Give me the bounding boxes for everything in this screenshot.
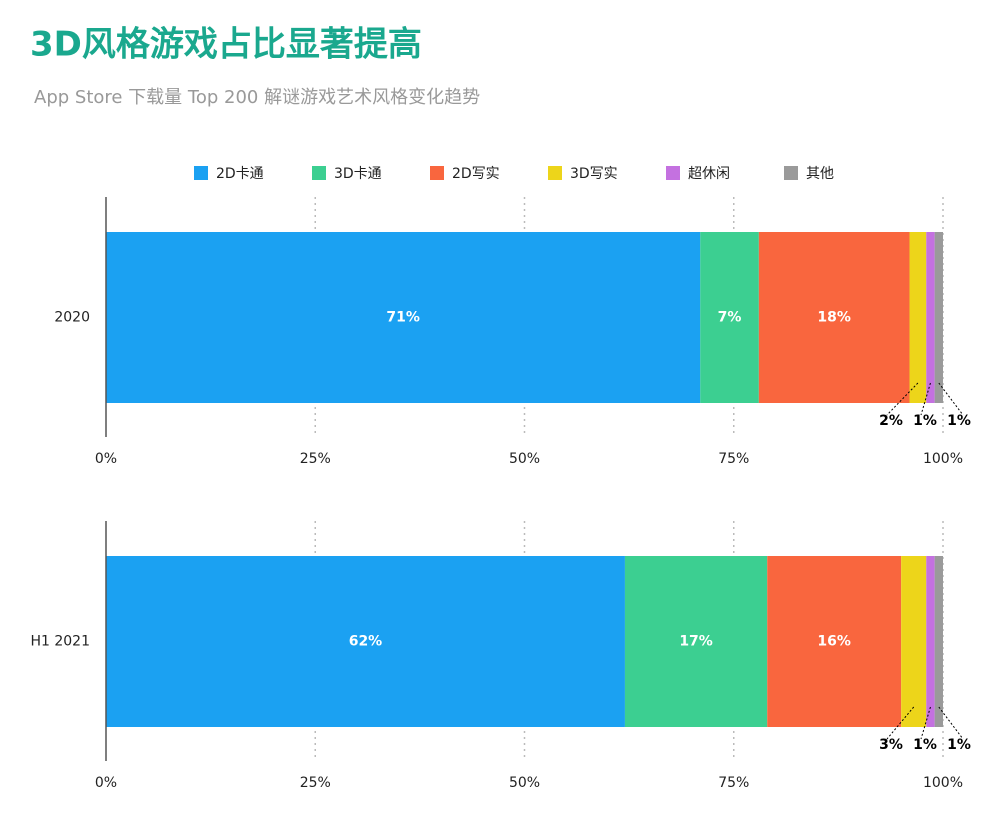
value-label: 7% (718, 310, 742, 326)
bar-segment (934, 556, 943, 727)
y-tick-label: 2020 (54, 310, 90, 326)
value-label: 62% (349, 634, 383, 650)
bar-segment (106, 232, 701, 403)
value-label: 1% (947, 413, 971, 429)
x-tick-label: 25% (300, 451, 331, 467)
legend-label: 2D卡通 (216, 166, 264, 182)
leader-line (938, 706, 964, 740)
legend-label: 3D卡通 (334, 166, 382, 182)
x-tick-label: 50% (509, 451, 540, 467)
value-label: 1% (947, 737, 971, 753)
bar-segment (767, 556, 902, 727)
legend-swatch (666, 166, 680, 180)
x-tick-label: 100% (923, 451, 963, 467)
bar-segment (624, 556, 768, 727)
value-label: 1% (913, 413, 937, 429)
x-tick-label: 0% (95, 451, 117, 467)
x-tick-label: 0% (95, 775, 117, 791)
value-label: 17% (679, 634, 713, 650)
legend-swatch (194, 166, 208, 180)
value-label: 2% (879, 413, 903, 429)
legend-swatch (430, 166, 444, 180)
leader-line (920, 382, 931, 416)
legend-label: 超休闲 (688, 166, 730, 182)
legend-label: 3D写实 (570, 166, 618, 182)
legend-label: 2D写实 (452, 166, 500, 182)
value-label: 71% (386, 310, 420, 326)
value-label: 1% (913, 737, 937, 753)
title: 3D风格游戏占比显著提高 (30, 25, 422, 65)
leader-line (920, 706, 931, 740)
leader-line (938, 382, 964, 416)
legend-swatch (548, 166, 562, 180)
x-tick-label: 75% (718, 775, 749, 791)
value-label: 3% (879, 737, 903, 753)
x-tick-label: 25% (300, 775, 331, 791)
bar-segment (926, 556, 935, 727)
bar-segment (909, 232, 927, 403)
bar-segment (926, 232, 935, 403)
bar-segment (901, 556, 927, 727)
y-tick-label: H1 2021 (30, 634, 90, 650)
bar-segment (106, 556, 625, 727)
subtitle: App Store 下载量 Top 200 解谜游戏艺术风格变化趋势 (34, 87, 480, 108)
leader-line (886, 706, 915, 740)
value-label: 16% (817, 634, 851, 650)
bar-segment (700, 232, 759, 403)
legend-swatch (784, 166, 798, 180)
x-tick-label: 50% (509, 775, 540, 791)
x-tick-label: 75% (718, 451, 749, 467)
value-label: 18% (817, 310, 851, 326)
x-tick-label: 100% (923, 775, 963, 791)
bar-segment (934, 232, 943, 403)
legend-label: 其他 (806, 166, 834, 182)
bar-segment (758, 232, 910, 403)
legend-swatch (312, 166, 326, 180)
leader-line (886, 382, 919, 416)
